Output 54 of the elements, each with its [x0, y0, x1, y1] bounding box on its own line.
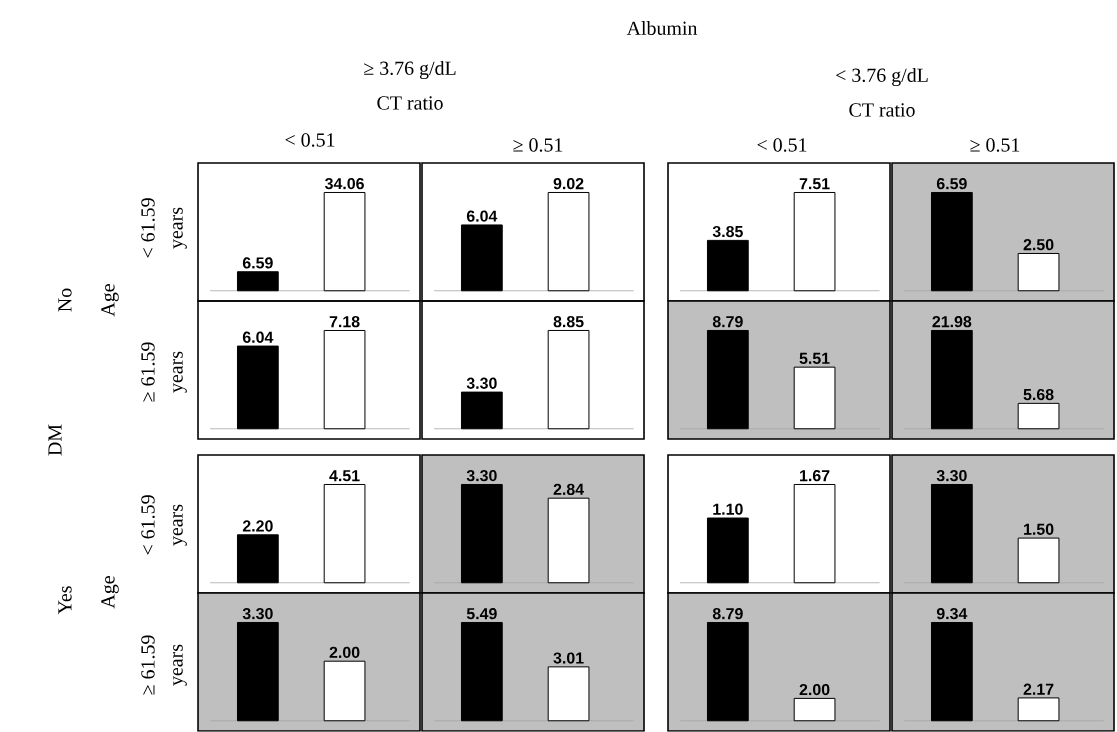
data-label: 5.51: [799, 352, 830, 365]
data-label: 2.00: [329, 646, 360, 659]
data-label: 2.84: [553, 483, 584, 496]
text: < 0.51: [285, 133, 335, 147]
data-label: 5.49: [466, 608, 497, 620]
data-label: 4.51: [329, 470, 360, 482]
data-label: 2.17: [1023, 683, 1054, 695]
data-label: 6.04: [242, 331, 274, 343]
text: years: [173, 351, 187, 393]
data-label: 1.10: [713, 503, 743, 515]
data-label: 6.59: [242, 257, 273, 269]
data-label: 3.30: [242, 608, 273, 620]
text: DM: [48, 424, 62, 456]
text: ≥ 0.51: [970, 138, 1020, 152]
data-label: 3.30: [466, 377, 497, 390]
data-label: 6.59: [936, 178, 967, 190]
text: < 0.51: [757, 138, 807, 152]
text: < 61.59: [141, 198, 155, 258]
data-label: 3.85: [712, 225, 743, 238]
data-label: 1.67: [800, 470, 830, 482]
data-label: 9.02: [553, 178, 584, 190]
text: Yes: [58, 586, 72, 615]
data-label: 2.50: [1023, 239, 1054, 251]
text: < 61.59: [141, 495, 155, 555]
data-label: 5.68: [1023, 389, 1054, 401]
data-label: 8.79: [712, 316, 743, 328]
text: Age: [101, 576, 119, 609]
text: < 3.76 g/dL: [836, 68, 928, 87]
text: CT ratio: [377, 96, 443, 110]
data-label: 3.30: [936, 470, 967, 482]
data-label: 6.04: [466, 210, 498, 222]
text: ≥ 61.59: [141, 342, 155, 402]
text: years: [173, 504, 187, 546]
text: ≥ 0.51: [513, 138, 563, 152]
text: Albumin: [626, 21, 698, 36]
data-label: 2.00: [799, 684, 830, 696]
data-label: 34.06: [324, 178, 364, 190]
data-label: 9.34: [936, 608, 968, 620]
text: No: [58, 288, 72, 312]
text: ≥ 61.59: [141, 635, 155, 695]
data-label: 21.98: [932, 316, 972, 328]
data-label: 7.51: [799, 178, 830, 190]
text: Age: [101, 284, 119, 317]
data-label: 8.79: [712, 608, 743, 620]
text: years: [173, 207, 187, 249]
data-label: 8.85: [553, 316, 584, 328]
text: CT ratio: [849, 103, 915, 117]
data-label: 1.50: [1024, 523, 1054, 536]
data-label: 3.01: [553, 652, 584, 664]
data-label: 3.30: [466, 470, 497, 482]
text: years: [173, 644, 187, 686]
text: ≥ 3.76 g/dL: [364, 61, 456, 80]
data-label: 2.20: [242, 520, 273, 532]
data-label: 7.18: [329, 316, 360, 328]
